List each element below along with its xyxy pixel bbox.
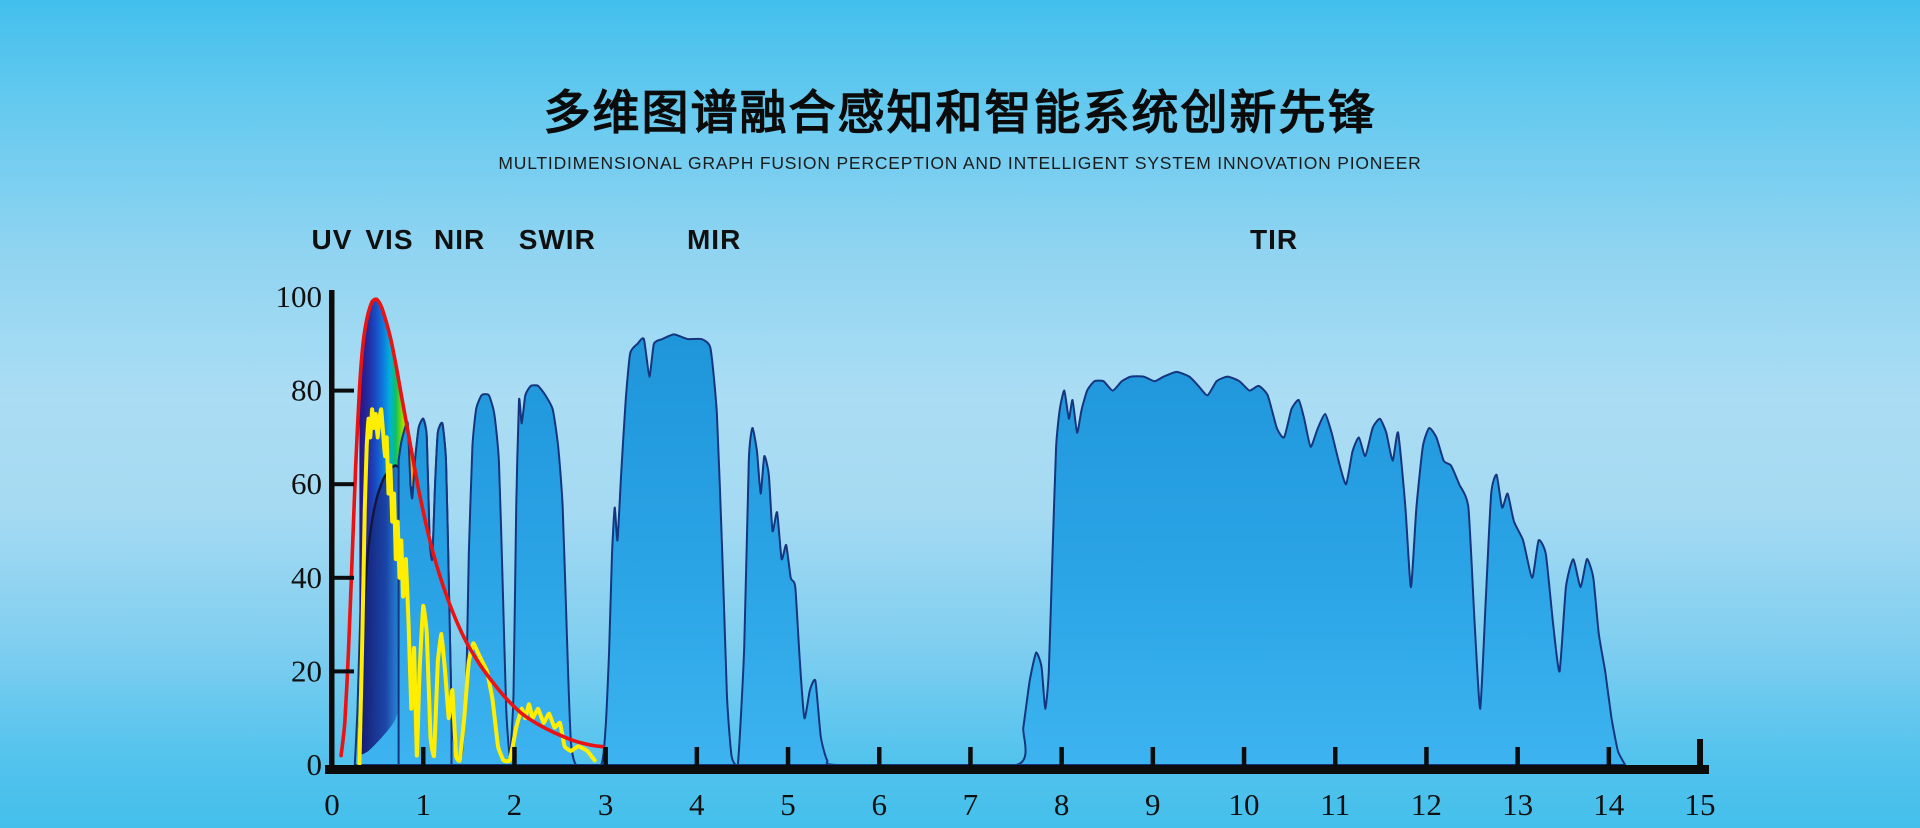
- y-tick: [334, 575, 354, 580]
- y-tick-label: 80: [291, 373, 322, 408]
- x-tick-label: 5: [780, 787, 796, 822]
- x-tick-label: 7: [963, 787, 979, 822]
- x-tick: [1333, 747, 1338, 765]
- x-tick-label: 12: [1411, 787, 1442, 822]
- band-label-swir: SWIR: [518, 224, 596, 255]
- x-tick-label: 2: [507, 787, 523, 822]
- x-tick: [877, 747, 882, 765]
- x-tick: [968, 747, 973, 765]
- x-axis-end-cap: [1697, 739, 1703, 774]
- y-tick: [334, 669, 354, 674]
- x-tick: [1059, 747, 1064, 765]
- page-subtitle: MULTIDIMENSIONAL GRAPH FUSION PERCEPTION…: [498, 153, 1422, 173]
- y-axis: [329, 290, 335, 774]
- x-tick: [1241, 747, 1247, 765]
- y-tick-label: 0: [307, 747, 323, 782]
- y-tick: [334, 482, 354, 487]
- x-tick: [603, 747, 608, 765]
- band-label-nir: NIR: [434, 224, 486, 255]
- x-tick-label: 9: [1145, 787, 1161, 822]
- x-tick-label: 8: [1054, 787, 1070, 822]
- x-tick-label: 3: [598, 787, 614, 822]
- x-tick: [785, 747, 791, 765]
- x-tick-label: 4: [689, 787, 705, 822]
- x-tick-label: 13: [1502, 787, 1533, 822]
- band-label-uv: UV: [311, 224, 353, 255]
- x-tick-label: 6: [871, 787, 887, 822]
- x-tick: [694, 747, 700, 765]
- band-label-tir: TIR: [1250, 224, 1299, 255]
- blackbody-curve: [339, 297, 605, 758]
- transmission-area: [353, 333, 1627, 768]
- x-tick-label: 15: [1685, 787, 1716, 822]
- x-tick-label: 0: [324, 787, 340, 822]
- x-tick-label: 1: [415, 787, 431, 822]
- band-label-vis: VIS: [365, 224, 414, 255]
- x-tick-label: 11: [1320, 787, 1350, 822]
- x-tick-label: 14: [1593, 787, 1625, 822]
- visible-spectrum-rainbow: [359, 299, 419, 728]
- x-tick: [421, 747, 426, 765]
- x-tick: [1150, 747, 1156, 765]
- y-tick-label: 100: [276, 279, 323, 314]
- x-tick: [512, 747, 517, 765]
- x-tick: [1515, 747, 1520, 765]
- x-tick-label: 10: [1229, 787, 1260, 822]
- y-tick-label: 20: [291, 653, 322, 688]
- y-tick-label: 40: [291, 560, 322, 595]
- y-tick: [334, 388, 354, 393]
- y-tick-label: 60: [291, 466, 322, 501]
- solar-irradiance-curve: [357, 407, 597, 767]
- band-label-mir: MIR: [686, 224, 742, 255]
- x-tick: [1606, 747, 1612, 765]
- x-tick: [1424, 747, 1429, 765]
- x-axis: [325, 765, 1709, 774]
- page-title: 多维图谱融合感知和智能系统创新先锋: [543, 86, 1377, 139]
